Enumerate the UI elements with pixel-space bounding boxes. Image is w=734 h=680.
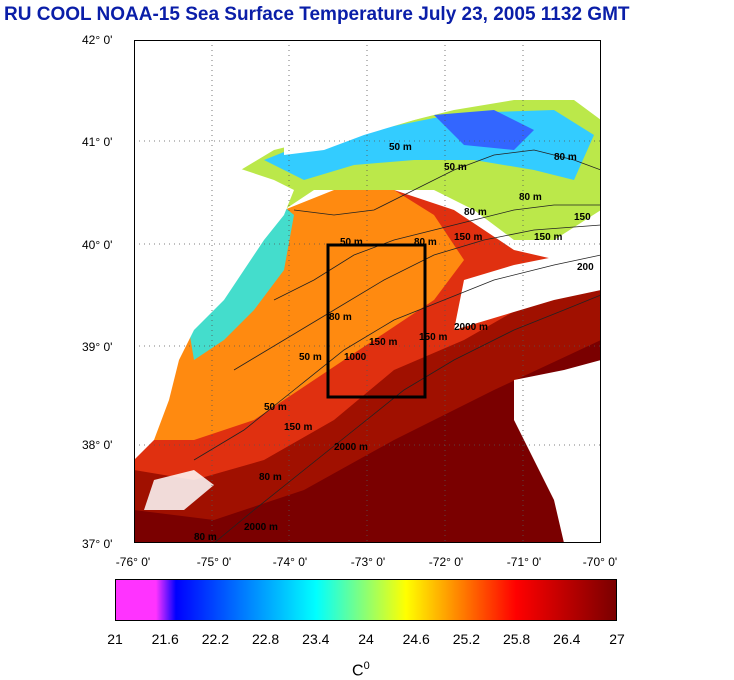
contour-label: 150 m: [369, 337, 397, 348]
lat-label-41: 41° 0': [82, 135, 113, 149]
contour-label: 80 m: [414, 237, 437, 248]
sst-map: 50 m 80 m 80 m 150 m 50 m 80 m 150 m 200…: [134, 40, 601, 543]
blue-cold-patch: [434, 110, 534, 150]
map-border: [134, 40, 601, 543]
land-nj-de: [134, 40, 294, 460]
colorbar-unit: C0: [352, 660, 370, 680]
colorbar-tick-label: 26.4: [553, 631, 581, 647]
cloud-patch-east: [454, 245, 601, 330]
contour-label: 50 m: [340, 237, 363, 248]
contour-label: 80 m: [329, 312, 352, 323]
contour-label: 200: [577, 262, 594, 273]
lon-label-76: -76° 0': [115, 555, 151, 569]
lon-label-73: -73° 0': [350, 555, 386, 569]
lat-label-37: 37° 0': [82, 537, 113, 551]
contour-label: 80 m: [554, 152, 577, 163]
colorbar-tick-label: 27: [609, 631, 625, 647]
lat-label-42: 42° 0': [82, 33, 113, 47]
contour-label: 50 m: [264, 402, 287, 413]
shelf-water-orange: [134, 190, 464, 440]
contour-label: 80 m: [259, 472, 282, 483]
study-area-box: [326, 243, 427, 399]
contour-label: 2000 m: [454, 322, 488, 333]
contour-label: 50 m: [299, 352, 322, 363]
contour-label: 80 m: [464, 207, 487, 218]
map-title: RU COOL NOAA-15 Sea Surface Temperature …: [4, 4, 630, 25]
contour-label: 1000: [344, 352, 367, 363]
lon-label-72: -72° 0': [428, 555, 464, 569]
contour-label: 150 m: [454, 232, 482, 243]
lon-label-70: -70° 0': [582, 555, 618, 569]
contour-label: 80 m: [519, 192, 542, 203]
colorbar-tick-label: 22.2: [201, 631, 230, 647]
colorbar-tick-label: 21.6: [151, 631, 179, 647]
cloud-patch-south: [144, 470, 214, 510]
gulf-stream-core: [134, 340, 601, 543]
lat-label-39: 39° 0': [82, 340, 113, 354]
colorbar-tick-label: 24.6: [402, 631, 430, 647]
contour-label: 2000 m: [244, 522, 278, 533]
contour-label: 2000 m: [334, 442, 368, 453]
colorbar-tick-label: 21: [107, 631, 123, 647]
colorbar-tick-label: 24: [358, 631, 374, 647]
contour-label: 150: [574, 212, 591, 223]
colorbar-tick-label: 25.2: [452, 631, 481, 647]
contour-label: 50 m: [389, 142, 412, 153]
contour-label: 80 m: [194, 532, 217, 543]
land-long-island: [284, 40, 601, 155]
temperature-colorbar: [115, 579, 617, 621]
bathymetry-contours: [193, 149, 601, 543]
colorbar-tick-label: 23.4: [302, 631, 330, 647]
lon-label-74: -74° 0': [272, 555, 308, 569]
lon-label-71: -71° 0': [506, 555, 542, 569]
cloud-patch-southeast: [514, 360, 601, 543]
lat-label-40: 40° 0': [82, 238, 113, 252]
lon-label-75: -75° 0': [196, 555, 232, 569]
contour-labels: 50 m 80 m 80 m 150 m 50 m 80 m 150 m 200…: [194, 142, 594, 543]
contour-label: 50 m: [444, 162, 467, 173]
colorbar-tick-label: 22.8: [251, 631, 280, 647]
contour-label: 150 m: [419, 332, 447, 343]
colorbar-tick-label: 25.8: [502, 631, 531, 647]
contour-label: 150 m: [284, 422, 312, 433]
contour-label: 150 m: [534, 232, 562, 243]
lat-label-38: 38° 0': [82, 438, 113, 452]
